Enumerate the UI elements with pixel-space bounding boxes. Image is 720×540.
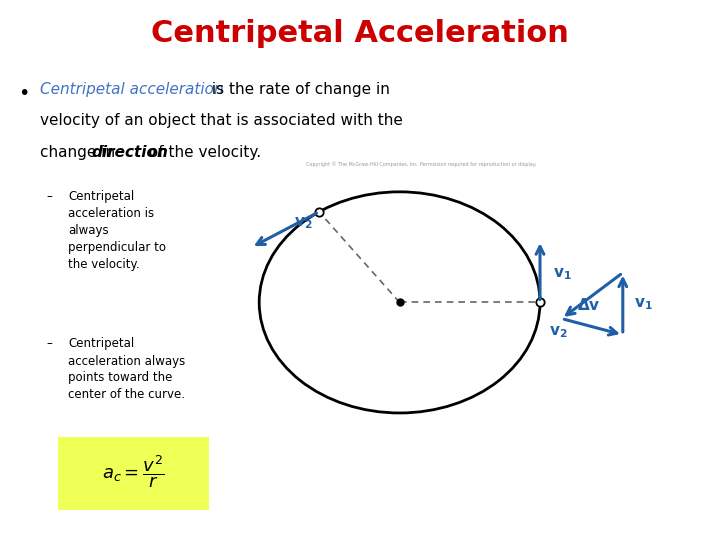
Text: is the rate of change in: is the rate of change in — [207, 82, 390, 97]
Text: velocity of an object that is associated with the: velocity of an object that is associated… — [40, 113, 402, 129]
Text: –: – — [47, 190, 53, 203]
Text: –: – — [47, 338, 53, 350]
Text: $\mathbf{v_2}$: $\mathbf{v_2}$ — [549, 324, 567, 340]
Text: $\mathbf{\Delta v}$: $\mathbf{\Delta v}$ — [577, 297, 600, 313]
Text: Centripetal
acceleration is
always
perpendicular to
the velocity.: Centripetal acceleration is always perpe… — [68, 190, 166, 271]
Text: Centripetal
acceleration always
points toward the
center of the curve.: Centripetal acceleration always points t… — [68, 338, 186, 402]
FancyBboxPatch shape — [58, 437, 209, 510]
Text: •: • — [18, 84, 30, 103]
Text: change in: change in — [40, 145, 120, 160]
Text: Centripetal Acceleration: Centripetal Acceleration — [151, 19, 569, 48]
Text: direction: direction — [91, 145, 168, 160]
Text: $a_c = \dfrac{v^2}{r}$: $a_c = \dfrac{v^2}{r}$ — [102, 453, 164, 490]
Text: $\mathbf{v_1}$: $\mathbf{v_1}$ — [634, 296, 652, 312]
Text: Copyright © The McGraw-Hill Companies, Inc. Permission required for reproduction: Copyright © The McGraw-Hill Companies, I… — [306, 162, 536, 167]
Text: Centripetal acceleration: Centripetal acceleration — [40, 82, 223, 97]
Text: $\mathbf{v_1}$: $\mathbf{v_1}$ — [553, 267, 572, 282]
Text: of the velocity.: of the velocity. — [144, 145, 261, 160]
Text: $\mathbf{v_2}$: $\mathbf{v_2}$ — [294, 215, 313, 232]
